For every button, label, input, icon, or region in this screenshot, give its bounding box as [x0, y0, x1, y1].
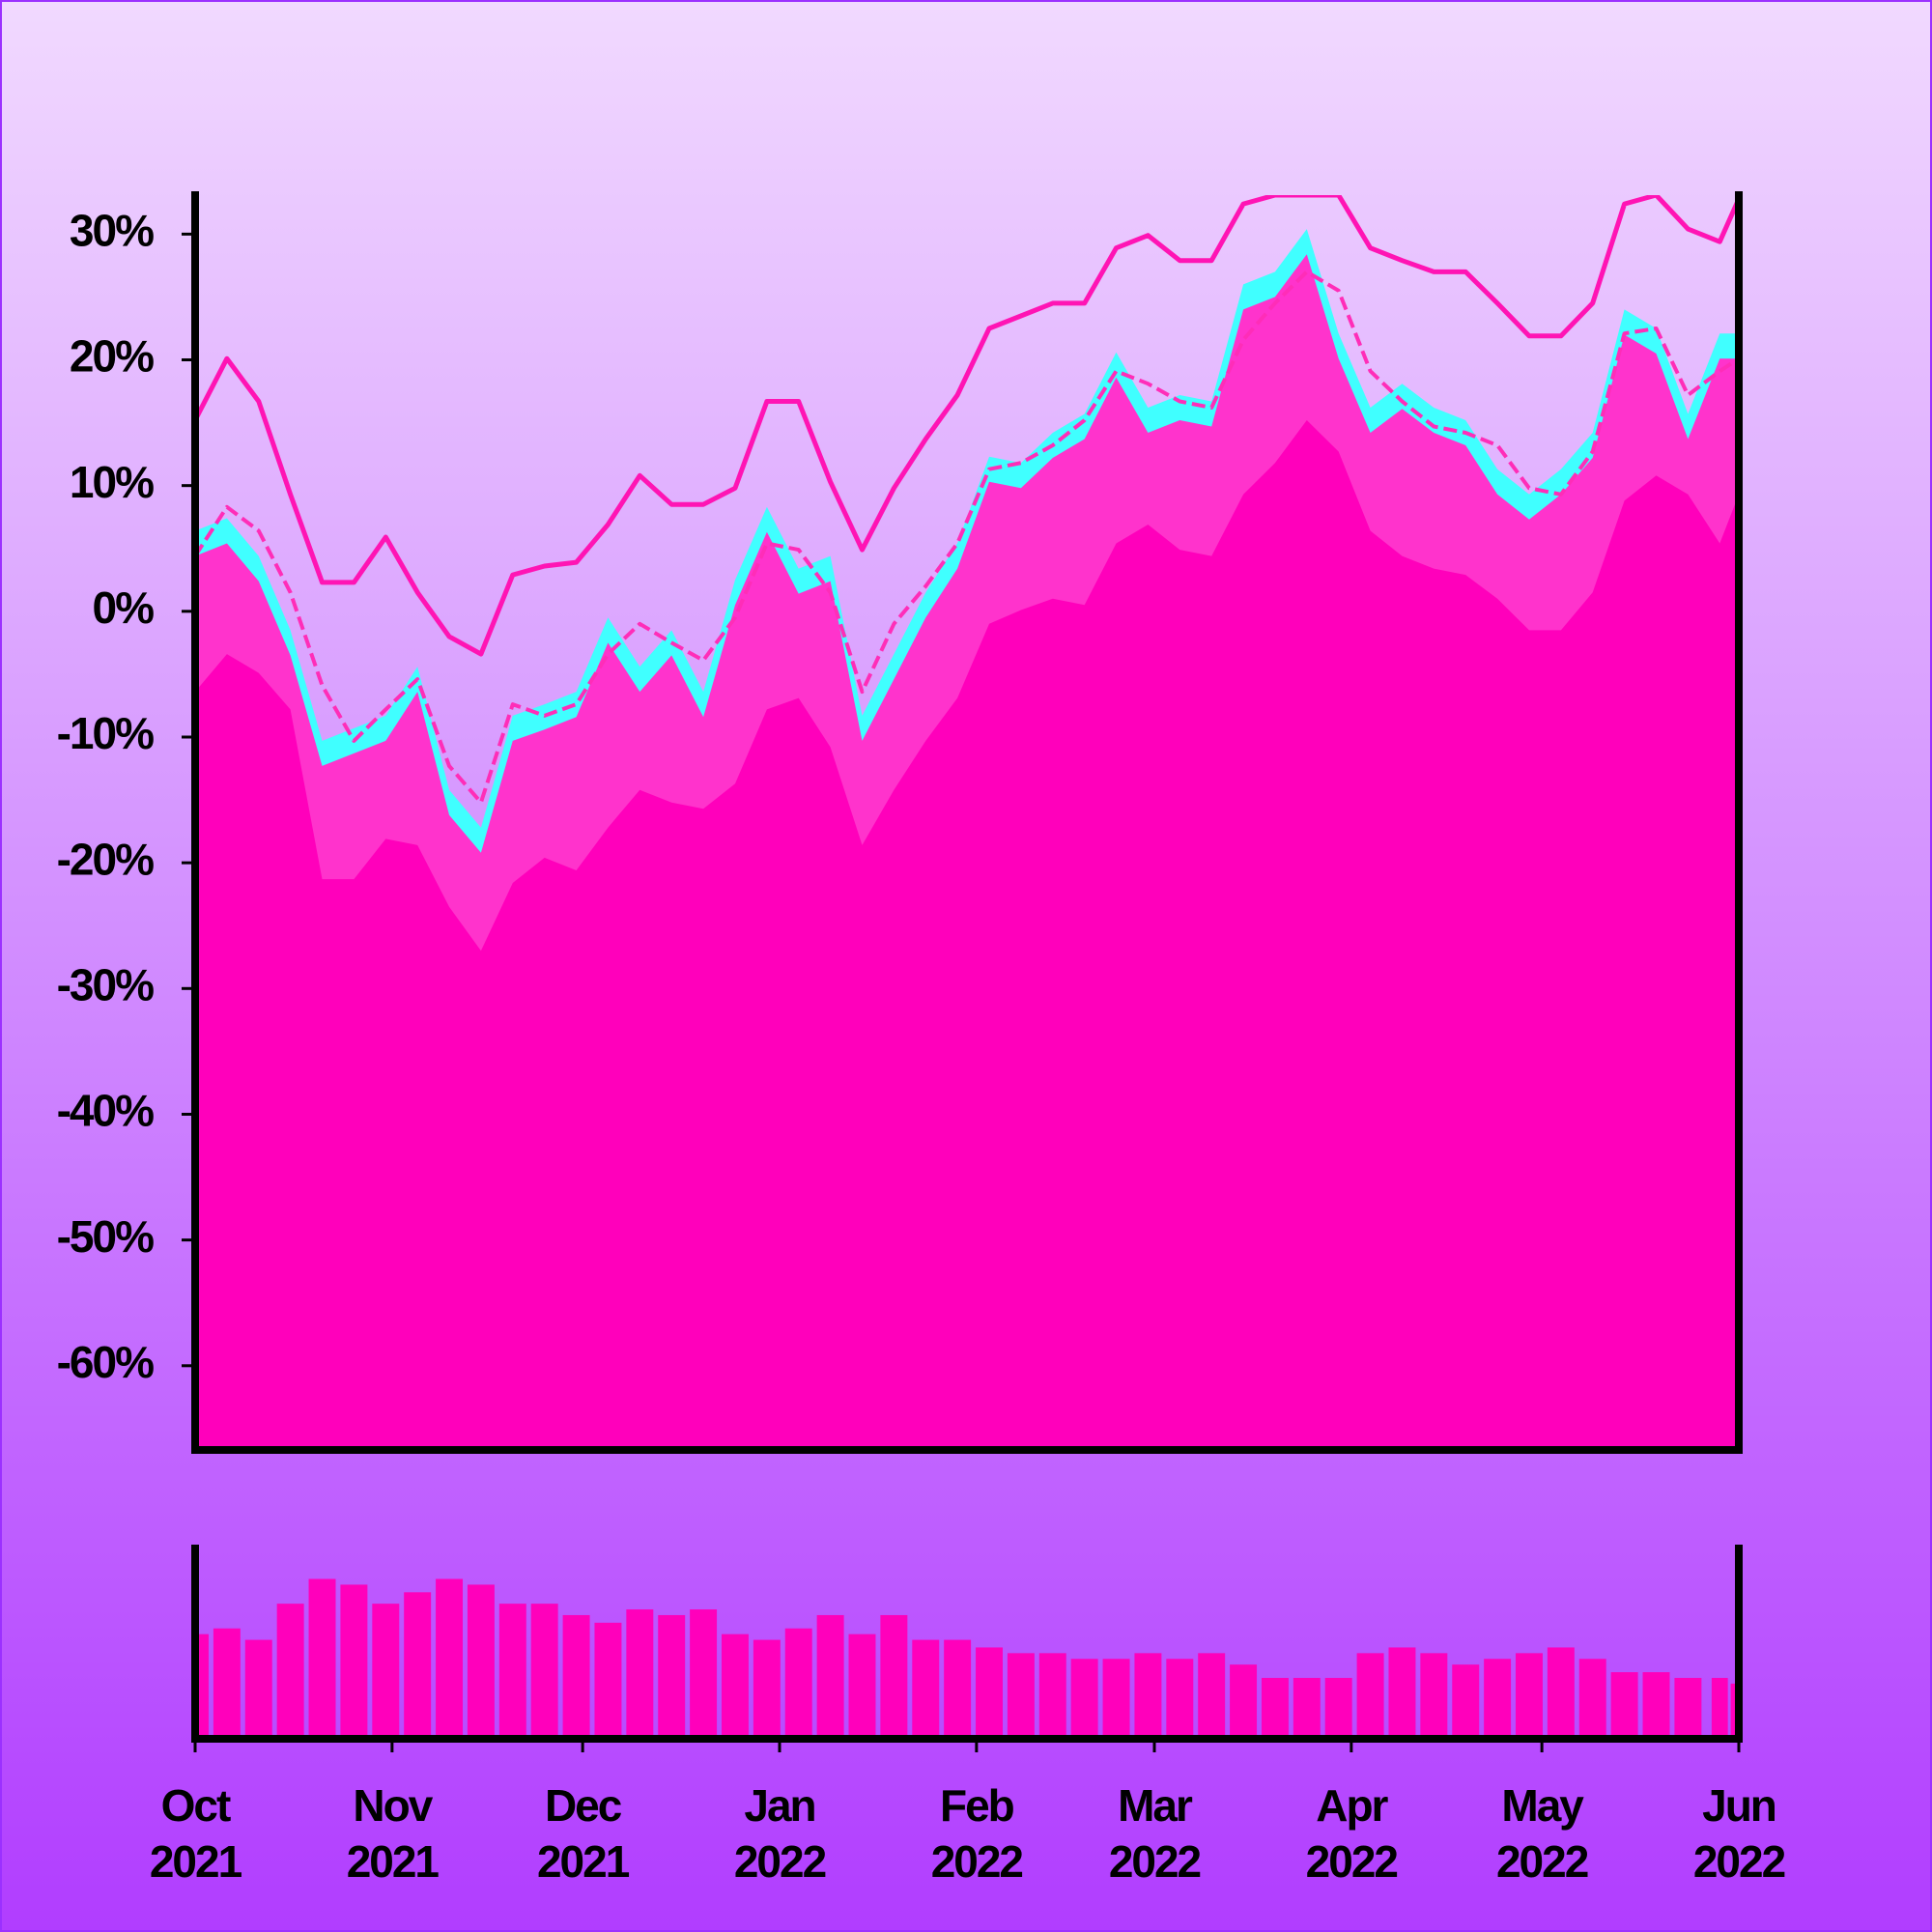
- volume-bar: [1038, 1653, 1066, 1739]
- y-tick-label: 0%: [93, 582, 155, 633]
- volume-bar: [1642, 1672, 1670, 1739]
- x-tick-label: Dec 2021: [536, 1780, 630, 1887]
- volume-bar: [848, 1634, 876, 1739]
- volume-bar: [594, 1622, 622, 1739]
- volume-bar: [467, 1584, 495, 1739]
- volume-bar: [1674, 1677, 1702, 1739]
- volume-bar: [1547, 1647, 1575, 1739]
- volume-bar: [1516, 1653, 1543, 1739]
- volume-bar: [1578, 1659, 1606, 1739]
- volume-bar: [436, 1578, 464, 1739]
- volume-bar: [1610, 1672, 1638, 1739]
- x-tick-label: Apr 2022: [1305, 1780, 1399, 1887]
- x-tick-label: May 2022: [1495, 1780, 1589, 1887]
- axis-frame: [191, 1545, 1743, 1743]
- x-tick-label: Oct 2021: [149, 1780, 242, 1887]
- volume-bar: [244, 1639, 272, 1739]
- volume-bar: [1388, 1647, 1416, 1739]
- volume-bar: [626, 1609, 654, 1739]
- y-tick-label: -40%: [57, 1086, 154, 1136]
- y-tick-label: 20%: [70, 331, 154, 382]
- volume-bar: [976, 1647, 1003, 1739]
- volume-bar: [1730, 1683, 1739, 1739]
- volume-bar: [340, 1584, 368, 1739]
- volume-bar: [1007, 1653, 1035, 1739]
- volume-bar: [753, 1639, 781, 1739]
- volume-bar: [1484, 1659, 1512, 1739]
- area: [195, 420, 1739, 1450]
- volume-bar: [1420, 1653, 1448, 1739]
- y-tick-label: 10%: [70, 457, 154, 507]
- volume-bar: [912, 1639, 940, 1739]
- volume-bar: [213, 1628, 241, 1739]
- y-tick-label: -30%: [57, 959, 154, 1009]
- volume-bar: [498, 1604, 526, 1739]
- volume-bar: [276, 1604, 304, 1739]
- y-tick-label: 30%: [70, 206, 154, 256]
- x-tick-label: Jan 2022: [733, 1780, 827, 1887]
- volume-bar: [944, 1639, 972, 1739]
- y-tick-label: -10%: [57, 708, 154, 758]
- volume-bar: [1134, 1653, 1162, 1739]
- plot-area: [195, 1578, 1739, 1739]
- volume-bar: [562, 1614, 590, 1739]
- volume-bar: [308, 1578, 336, 1739]
- plot-area: [195, 195, 1739, 1450]
- volume-bar: [690, 1609, 718, 1739]
- line: [195, 270, 1739, 805]
- volume-bar: [1293, 1677, 1321, 1739]
- volume-bar: [658, 1614, 686, 1739]
- volume-bar: [784, 1628, 812, 1739]
- axis-frame: [191, 191, 1743, 1454]
- x-tick-label: Mar 2022: [1108, 1780, 1202, 1887]
- volume-bar: [1261, 1677, 1289, 1739]
- volume-bar: [372, 1604, 400, 1739]
- volume-bar: [1230, 1664, 1258, 1739]
- volume-bar: [816, 1614, 844, 1739]
- volume-bar: [1356, 1653, 1384, 1739]
- y-tick-label: -50%: [57, 1211, 154, 1262]
- volume-bar: [1198, 1653, 1226, 1739]
- line: [195, 195, 1739, 657]
- volume-bar: [1070, 1659, 1098, 1739]
- y-tick-label: -20%: [57, 834, 154, 884]
- x-tick-label: Jun 2022: [1692, 1780, 1786, 1887]
- volume-bar: [1452, 1664, 1480, 1739]
- volume-bar: [1711, 1677, 1728, 1739]
- volume-bar: [1102, 1659, 1130, 1739]
- volume-bar: [721, 1634, 749, 1739]
- volume-bar: [404, 1592, 432, 1739]
- volume-bar: [1166, 1659, 1194, 1739]
- volume-bar: [880, 1614, 908, 1739]
- x-tick-label: Feb 2022: [930, 1780, 1024, 1887]
- volume-bar: [530, 1604, 558, 1739]
- volume-bar: [1324, 1677, 1352, 1739]
- x-tick-label: Nov 2021: [346, 1780, 440, 1887]
- y-tick-label: -60%: [57, 1337, 154, 1387]
